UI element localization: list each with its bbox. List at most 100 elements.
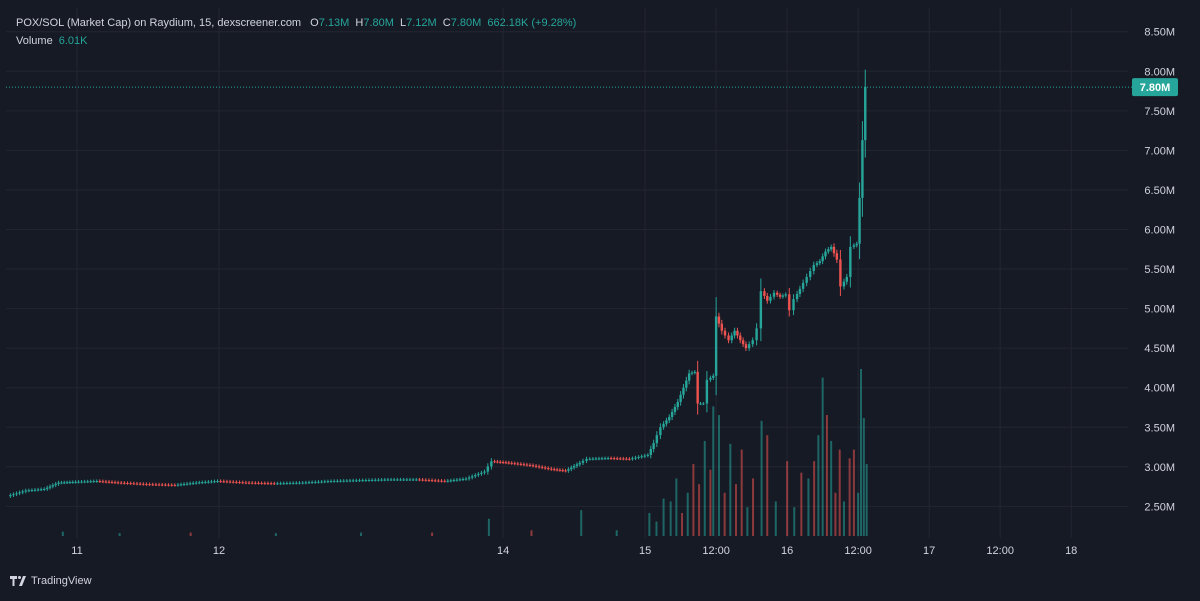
candle-body [273, 483, 276, 485]
candle-body [591, 458, 595, 460]
candle-body [537, 466, 541, 468]
low-value: 7.12M [406, 17, 437, 29]
candle-body [522, 464, 526, 466]
tradingview-attribution[interactable]: TradingView [10, 572, 92, 590]
candle-body [443, 480, 446, 482]
candle-body [145, 484, 148, 486]
high-value: 7.80M [363, 17, 394, 29]
volume-bar [859, 368, 862, 536]
candle-body [314, 481, 317, 483]
candle-body [687, 373, 691, 381]
candle-body [260, 482, 263, 484]
candle-body [36, 489, 40, 491]
candle-body [77, 481, 80, 483]
candle-body [263, 483, 267, 485]
candle-body [575, 464, 579, 467]
tradingview-logo-icon [10, 576, 26, 586]
candle-body [821, 256, 824, 262]
candle-body [543, 467, 547, 469]
candle-body [198, 482, 201, 484]
price-tick-label: 3.00M [1144, 462, 1175, 474]
candle-body [845, 276, 848, 282]
candle-body [696, 371, 699, 404]
candle-body [486, 466, 490, 472]
candle-body [304, 482, 308, 484]
candle-body [864, 87, 867, 141]
candle-body [288, 482, 292, 484]
candle-body [33, 489, 37, 491]
candle-body [702, 403, 705, 405]
candle-body [531, 465, 535, 467]
time-axis[interactable]: 11 12 14 15 12:00 16 12:00 17 12:00 18 [71, 545, 1077, 557]
volume-bar [360, 532, 363, 536]
candle-body [792, 299, 795, 311]
candle-body [766, 295, 769, 301]
candle-body [519, 463, 523, 465]
symbol-title[interactable]: POX/SOL (Market Cap) on Raydium, 15, dex… [16, 17, 302, 29]
candle-body [858, 197, 861, 244]
candle-body [238, 482, 241, 484]
candle-body [138, 483, 142, 485]
candle-body [383, 479, 386, 481]
candle-body [326, 481, 330, 483]
close-key: C [442, 17, 451, 29]
candle-body [191, 482, 195, 484]
candle-body [723, 330, 727, 336]
candle-body [358, 480, 361, 482]
grid [6, 8, 1128, 538]
candle-body [594, 458, 598, 460]
candle-body [170, 484, 173, 486]
candle-body [51, 485, 55, 487]
price-axis[interactable]: 2.50M 3.00M 3.50M 4.00M 4.50M 5.00M 5.50M 6.00M… [1144, 27, 1175, 514]
volume-bar [487, 518, 490, 536]
candle-body [95, 481, 98, 483]
candle-body [625, 458, 628, 460]
volume-label[interactable]: Volume [16, 35, 53, 47]
candle-body [668, 416, 671, 421]
open-value: 7.13M [318, 17, 350, 29]
candle-body [101, 481, 105, 483]
candle-body [588, 458, 592, 460]
candle-body [827, 249, 830, 252]
volume-bar [189, 532, 192, 536]
volume-bar [865, 464, 868, 536]
volume-bar [838, 449, 841, 536]
candle-body [550, 468, 553, 470]
volume-bar [709, 469, 712, 536]
change-value: 662.18K (+9.28%) [487, 17, 577, 29]
candle-body [269, 483, 273, 485]
candle-body [336, 480, 339, 482]
candle-body [386, 479, 390, 481]
candle-body [812, 265, 815, 272]
candle-body [232, 481, 235, 483]
candle-body [424, 479, 427, 481]
candle-body [164, 484, 167, 486]
price-tick-label: 5.50M [1144, 264, 1175, 276]
candle-body [609, 458, 613, 460]
candle-body [110, 481, 114, 483]
candle-body [572, 466, 576, 468]
candle-body [282, 483, 285, 485]
candle-body [123, 482, 126, 484]
candle-body [597, 458, 601, 460]
time-tick-label: 12 [213, 545, 225, 557]
volume-bar [752, 478, 755, 536]
candle-body [329, 481, 333, 483]
candle-body [747, 344, 751, 349]
candle-body [670, 411, 674, 417]
candle-body [717, 316, 721, 324]
candle-body [446, 480, 450, 482]
candle-body [48, 486, 52, 488]
candle-body [370, 479, 374, 481]
candle-body [396, 479, 399, 481]
candle-body [333, 480, 336, 482]
candle-body [751, 340, 754, 345]
candle-body [778, 294, 782, 297]
candle-body [339, 480, 342, 482]
candle-body [727, 335, 730, 341]
candle-body [693, 371, 697, 373]
volume-bar [862, 417, 865, 536]
candle-body [148, 484, 151, 486]
